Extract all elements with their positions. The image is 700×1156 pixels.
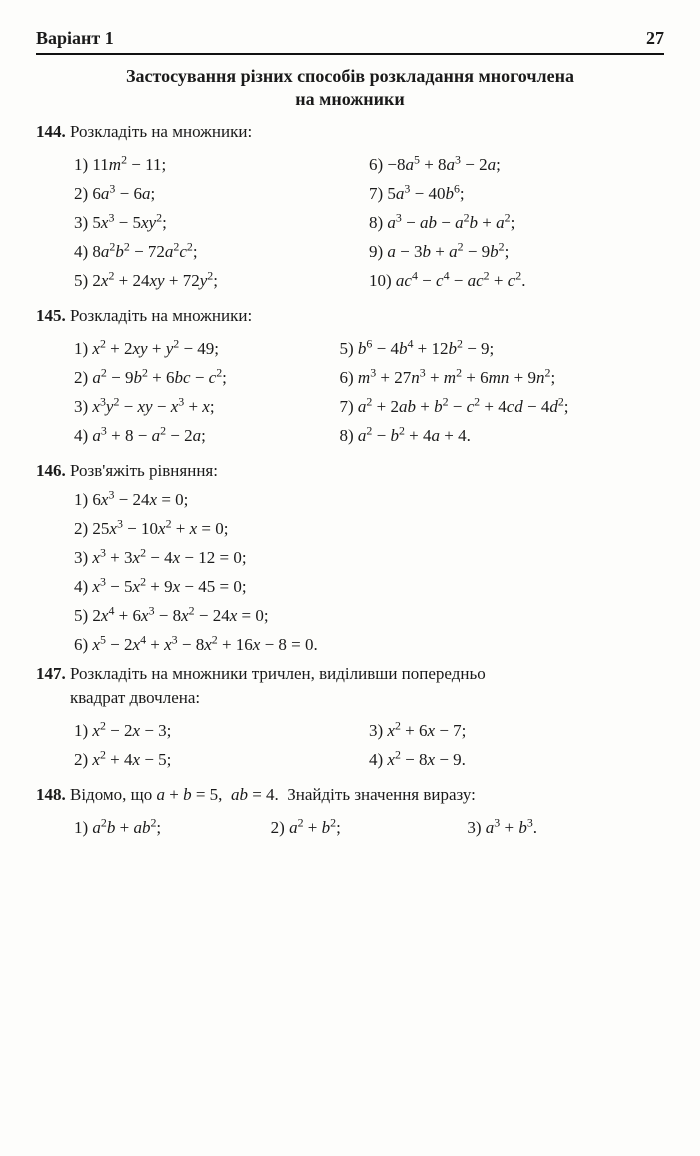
item: 3) 5x3 − 5xy2; <box>74 213 369 233</box>
problem-number: 144. <box>36 122 66 141</box>
problem-text: Розкладіть на множники тричлен, виділивш… <box>70 664 486 683</box>
item: 4) x2 − 8x − 9. <box>369 750 664 770</box>
item: 1) a2b + ab2; <box>74 818 271 838</box>
item: 1) 11m2 − 11; <box>74 155 369 175</box>
item: 7) a2 + 2ab + b2 − c2 + 4cd − 4d2; <box>340 397 665 417</box>
problem-145: 145. Розкладіть на множники: <box>36 306 664 326</box>
problem-148: 148. Відомо, що a + b = 5, ab = 4. Знайд… <box>36 785 664 805</box>
item: 6) −8a5 + 8a3 − 2a; <box>369 155 664 175</box>
page: Варіант 1 27 Застосування різних способі… <box>0 0 700 1156</box>
problem-number: 145. <box>36 306 66 325</box>
problem-144-items: 1) 11m2 − 11; 2) 6a3 − 6a; 3) 5x3 − 5xy2… <box>74 146 664 300</box>
item: 2) 25x3 − 10x2 + x = 0; <box>74 519 664 539</box>
item: 8) a3 − ab − a2b + a2; <box>369 213 664 233</box>
problem-147: 147. Розкладіть на множники тричлен, вид… <box>36 664 664 684</box>
item: 6) x5 − 2x4 + x3 − 8x2 + 16x − 8 = 0. <box>74 635 664 655</box>
item: 3) x3y2 − xy − x3 + x; <box>74 397 340 417</box>
page-header: Варіант 1 27 <box>36 28 664 55</box>
item: 1) x2 + 2xy + y2 − 49; <box>74 339 340 359</box>
item: 7) 5a3 − 40b6; <box>369 184 664 204</box>
item: 9) a − 3b + a2 − 9b2; <box>369 242 664 262</box>
col-left: 1) x2 + 2xy + y2 − 49; 2) a2 − 9b2 + 6bc… <box>74 330 340 455</box>
item: 2) a2 − 9b2 + 6bc − c2; <box>74 368 340 388</box>
item: 5) 2x2 + 24xy + 72y2; <box>74 271 369 291</box>
item: 4) x3 − 5x2 + 9x − 45 = 0; <box>74 577 664 597</box>
problem-145-items: 1) x2 + 2xy + y2 − 49; 2) a2 − 9b2 + 6bc… <box>74 330 664 455</box>
item: 3) a3 + b3. <box>467 818 664 838</box>
item: 1) x2 − 2x − 3; <box>74 721 369 741</box>
problem-147-items: 1) x2 − 2x − 3; 2) x2 + 4x − 5; 3) x2 + … <box>74 712 664 779</box>
problem-text: Розкладіть на множники: <box>70 122 252 141</box>
item: 2) x2 + 4x − 5; <box>74 750 369 770</box>
header-left: Варіант 1 <box>36 28 114 49</box>
col-left: 1) 11m2 − 11; 2) 6a3 − 6a; 3) 5x3 − 5xy2… <box>74 146 369 300</box>
problem-text: Розкладіть на множники: <box>70 306 252 325</box>
col-left: 1) x2 − 2x − 3; 2) x2 + 4x − 5; <box>74 712 369 779</box>
problem-number: 148. <box>36 785 66 804</box>
header-right: 27 <box>646 28 664 49</box>
problem-146-items: 1) 6x3 − 24x = 0; 2) 25x3 − 10x2 + x = 0… <box>74 490 664 655</box>
section-title: Застосування різних способів розкладання… <box>36 65 664 112</box>
problem-147-text2: квадрат двочлена: <box>70 688 664 708</box>
item: 2) a2 + b2; <box>271 818 468 838</box>
section-title-line2: на множники <box>36 88 664 111</box>
item: 6) m3 + 27n3 + m2 + 6mn + 9n2; <box>340 368 665 388</box>
problem-146: 146. Розв'яжіть рівняння: <box>36 461 664 481</box>
problem-144: 144. Розкладіть на множники: <box>36 122 664 142</box>
col-right: 5) b6 − 4b4 + 12b2 − 9; 6) m3 + 27n3 + m… <box>340 330 665 455</box>
item: 10) ac4 − c4 − ac2 + c2. <box>369 271 664 291</box>
item: 2) 6a3 − 6a; <box>74 184 369 204</box>
item: 3) x3 + 3x2 − 4x − 12 = 0; <box>74 548 664 568</box>
problem-number: 147. <box>36 664 66 683</box>
col-right: 6) −8a5 + 8a3 − 2a; 7) 5a3 − 40b6; 8) a3… <box>369 146 664 300</box>
item: 1) 6x3 − 24x = 0; <box>74 490 664 510</box>
col-right: 3) x2 + 6x − 7; 4) x2 − 8x − 9. <box>369 712 664 779</box>
item: 4) 8a2b2 − 72a2c2; <box>74 242 369 262</box>
problem-text: Розв'яжіть рівняння: <box>70 461 218 480</box>
item: 5) 2x4 + 6x3 − 8x2 − 24x = 0; <box>74 606 664 626</box>
item: 8) a2 − b2 + 4a + 4. <box>340 426 665 446</box>
problem-text: Відомо, що a + b = 5, ab = 4. Знайдіть з… <box>70 785 476 804</box>
item: 3) x2 + 6x − 7; <box>369 721 664 741</box>
problem-148-items: 1) a2b + ab2; 2) a2 + b2; 3) a3 + b3. <box>74 809 664 847</box>
section-title-line1: Застосування різних способів розкладання… <box>36 65 664 88</box>
item: 4) a3 + 8 − a2 − 2a; <box>74 426 340 446</box>
item: 5) b6 − 4b4 + 12b2 − 9; <box>340 339 665 359</box>
problem-number: 146. <box>36 461 66 480</box>
